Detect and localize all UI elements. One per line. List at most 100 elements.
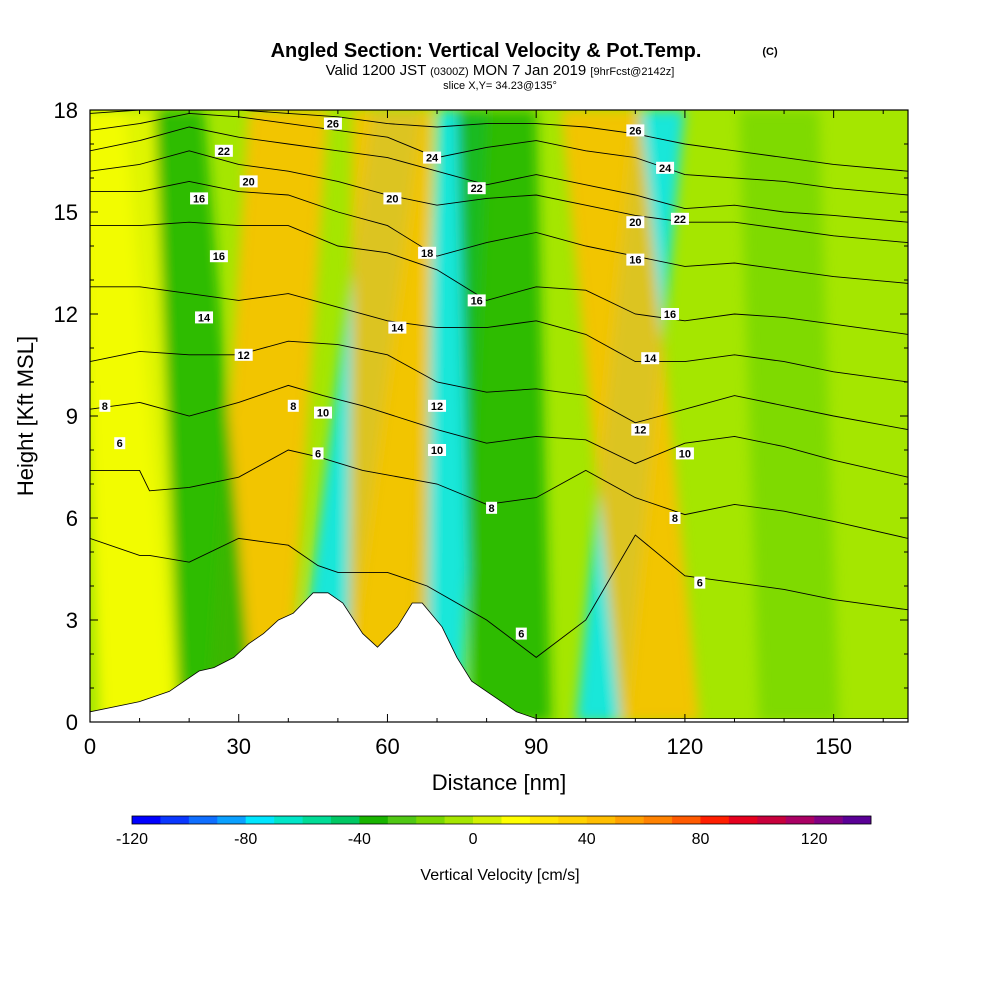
theta-contour-10 [90, 384, 908, 478]
colorbar-tick-label: 120 [801, 831, 828, 848]
contour-label-24: 20 [626, 216, 645, 229]
colorbar-tick-label: 40 [578, 831, 596, 848]
colorbar-swatch [501, 816, 531, 824]
contour-label-text: 10 [317, 408, 329, 420]
contour-label-28: 14 [641, 352, 660, 365]
colorbar-label: Vertical Velocity [cm/s] [420, 867, 579, 884]
colorbar-tick-label: -80 [234, 831, 257, 848]
x-axis-label: Distance [nm] [432, 770, 567, 795]
contour-label-text: 20 [629, 217, 641, 229]
valid-prefix: Valid 1200 JST [326, 62, 426, 79]
velocity-band-7 [456, 110, 552, 722]
colorbar-tick-label: 0 [469, 831, 478, 848]
contour-label-31: 8 [669, 512, 681, 525]
colorbar-swatch [188, 816, 218, 824]
colorbar-swatch [529, 816, 559, 824]
valid-utc: (0300Z) [430, 66, 469, 78]
contour-label-text: 16 [629, 255, 641, 267]
terrain [90, 592, 908, 722]
colorbar-swatch [842, 816, 872, 824]
y-axis: 0 3 6 9 12 15 18 [54, 98, 908, 735]
colorbar-frame [131, 815, 872, 825]
theta-contour-8 [90, 449, 908, 539]
contour-label-20: 8 [486, 501, 498, 515]
x-tick-label: 30 [226, 734, 250, 759]
contour-label-2: 12 [234, 348, 253, 362]
contour-label-9: 8 [287, 399, 299, 413]
contour-label-32: 6 [694, 576, 706, 590]
colorbar-tick-label: -40 [348, 831, 371, 848]
y-tick-label: 6 [66, 506, 78, 531]
velocity-field [90, 110, 839, 722]
x-tick-label: 120 [667, 734, 704, 759]
x-tick-label: 0 [84, 734, 96, 759]
y-tick-label: 9 [66, 404, 78, 429]
contour-label-text: 24 [426, 153, 439, 165]
contour-label-26: 16 [626, 253, 645, 267]
colorbar-swatch [330, 816, 360, 824]
theta-contour-24 [90, 112, 908, 196]
y-tick-label: 0 [66, 710, 78, 735]
theta-contour-14 [90, 286, 908, 383]
colorbar-swatch [757, 816, 787, 824]
velocity-band-8 [739, 110, 839, 722]
contour-label-23: 24 [656, 161, 675, 175]
slice-info: slice X,Y= 34.23@135° [443, 80, 557, 92]
contour-label-text: 8 [672, 513, 678, 525]
theta-contour-20 [90, 150, 908, 244]
theta-contour-6 [90, 534, 908, 658]
velocity-band-4 [347, 110, 433, 722]
contour-label-text: 6 [315, 448, 321, 460]
contour-label-29: 12 [631, 423, 650, 437]
contour-label-12: 14 [388, 321, 407, 335]
theta-contour-12 [90, 340, 908, 431]
plot-area: 6 8 12 14 16 16 20 22 26 8 10 6 14 20 18 24 22 16 12 10 8 6 26… [90, 110, 908, 722]
velocity-band-9 [90, 110, 180, 722]
contour-label-text: 20 [243, 176, 255, 188]
chart-title: Angled Section: Vertical Velocity & Pot.… [271, 40, 702, 62]
contour-label-text: 16 [664, 309, 676, 321]
contour-label-21: 6 [515, 627, 527, 641]
contour-label-16: 22 [467, 182, 486, 195]
colorbar-swatch [160, 816, 190, 824]
theta-contour-22 [90, 126, 908, 223]
contour-label-5: 16 [190, 192, 209, 205]
valid-date: MON 7 Jan 2019 [473, 62, 586, 79]
contour-label-text: 8 [489, 503, 495, 515]
colorbar-swatch [274, 816, 303, 824]
contour-label-6: 20 [239, 175, 258, 188]
theta-contour-26 [90, 110, 908, 172]
contour-label-text: 14 [391, 323, 404, 335]
contour-label-14: 18 [418, 246, 437, 260]
colorbar-swatch [785, 816, 815, 824]
colorbar-swatch [672, 816, 701, 824]
contour-label-15: 24 [423, 151, 442, 165]
colorbar-swatch [444, 816, 474, 824]
contour-label-13: 20 [383, 192, 402, 205]
contour-label-7: 22 [214, 144, 233, 158]
contour-label-19: 10 [428, 444, 447, 457]
contour-label-text: 6 [117, 438, 123, 450]
colorbar-swatch [643, 816, 673, 824]
colorbar-swatch [245, 816, 275, 824]
contour-label-30: 10 [675, 447, 694, 460]
colorbar-swatch [302, 816, 332, 824]
contour-label-8: 26 [323, 117, 342, 131]
chart-title-unit: (C) [762, 46, 778, 58]
forecast-info: [9hrFcst@2142z] [590, 66, 674, 78]
y-tick-label: 15 [54, 200, 78, 225]
colorbar-swatch [416, 816, 445, 824]
contour-label-18: 12 [428, 399, 447, 413]
contour-label-text: 12 [634, 425, 646, 437]
contour-label-text: 22 [218, 146, 230, 158]
contour-label-4: 16 [209, 250, 228, 263]
x-tick-label: 90 [524, 734, 548, 759]
y-tick-label: 3 [66, 608, 78, 633]
contour-label-text: 10 [679, 448, 691, 460]
x-axis: 0 30 60 90 120 150 [84, 110, 884, 759]
contour-label-text: 6 [697, 578, 703, 590]
colorbar-swatch [586, 816, 616, 824]
theta-contour-16 [90, 221, 908, 335]
x-tick-label: 150 [815, 734, 852, 759]
y-tick-label: 18 [54, 98, 78, 123]
